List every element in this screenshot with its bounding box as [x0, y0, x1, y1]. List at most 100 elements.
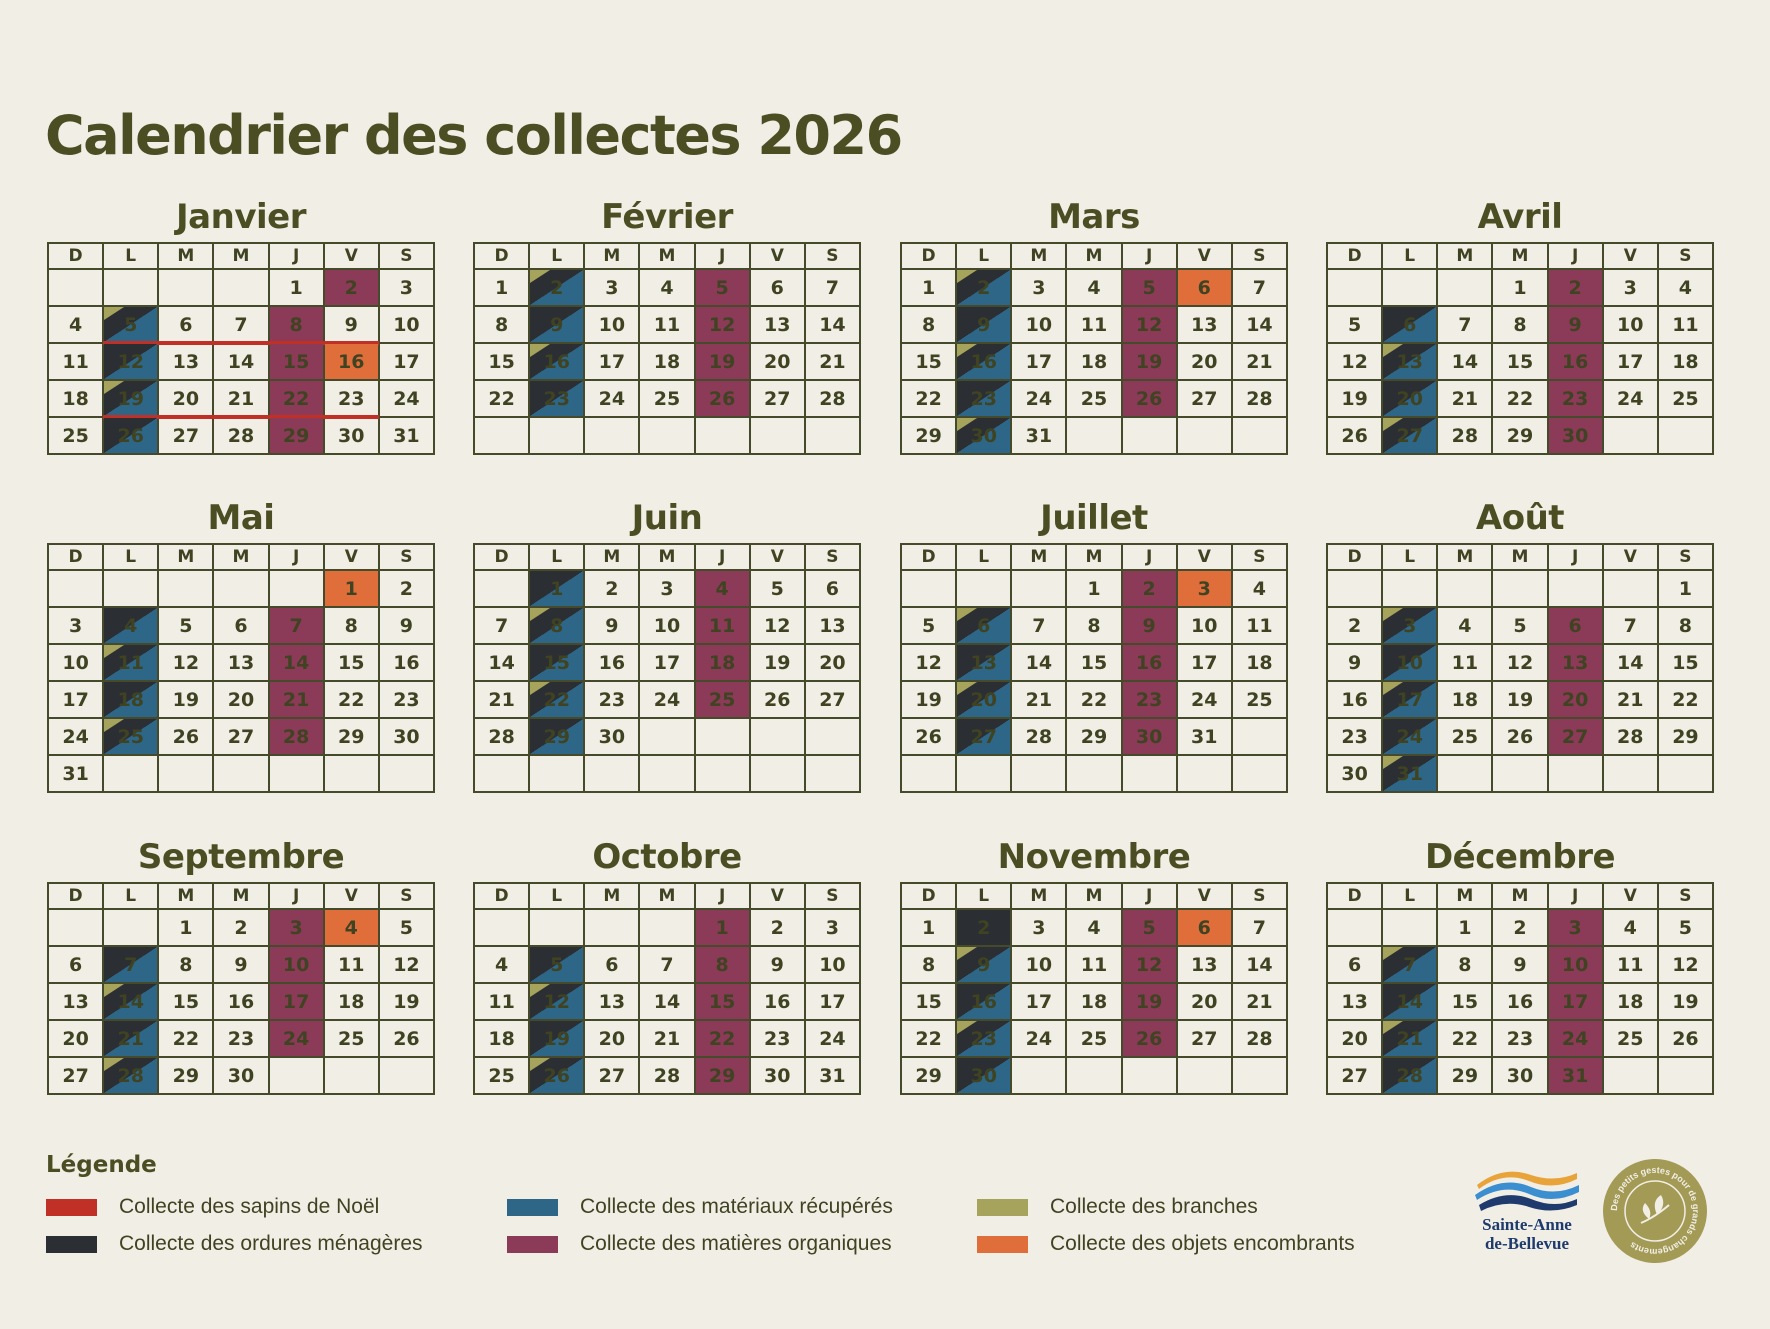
weekday-header: M — [1491, 543, 1549, 571]
weekday-header: S — [803, 543, 862, 571]
day-cell: 14 — [267, 643, 325, 682]
day-cell — [955, 569, 1013, 608]
week-row: 4 5 6 7 8 9 10 — [46, 305, 436, 346]
week-row: 10 11 12 13 14 15 16 — [46, 643, 436, 682]
week-row: 26 27 28 29 30 31 — [899, 717, 1289, 756]
day-cell: 2 — [322, 268, 380, 307]
day-cell: 3 — [46, 606, 105, 645]
day-cell: 23 — [322, 379, 380, 420]
day-cell: 24 — [638, 680, 696, 719]
day-cell: 24 — [267, 1019, 325, 1058]
day-cell: 29 — [899, 416, 958, 455]
day-cell: 17 — [583, 342, 641, 381]
day-cell: 28 — [1601, 717, 1659, 756]
day-cell: 14 — [638, 982, 696, 1021]
day-cell: 10 — [1601, 305, 1659, 344]
month-calendar: Mars D L M M J V S 1 2 3 4 5 6 7 8 9 10 11 12 13 14 15 16 17 18 19… — [899, 196, 1289, 455]
day-cell: 7 — [267, 606, 325, 645]
month-table: D L M M J V S 1 2 3 4 5 6 7 8 9 10 11 12 13 14 15 16 17 18 19 20 21… — [899, 882, 1289, 1095]
weekday-header: D — [472, 543, 531, 571]
weekday-header: S — [803, 242, 862, 270]
weekday-header: L — [1381, 242, 1439, 270]
day-cell: 8 — [693, 945, 751, 984]
day-cell: 16 — [748, 982, 806, 1021]
day-cell: 16 — [1546, 342, 1604, 381]
weekday-header: J — [267, 543, 325, 571]
month-table: D L M M J V S 1 2 3 4 5 6 7 8 9 10 11 12 13 14 15 16 17 18 19 20 21… — [46, 242, 436, 455]
day-cell — [693, 754, 751, 793]
day-cell — [1381, 268, 1439, 307]
day-cell: 30 — [377, 717, 436, 756]
day-cell: 21 — [1230, 982, 1289, 1021]
day-cell: 22 — [528, 680, 586, 719]
month-calendar: Décembre D L M M J V S 1 2 3 4 5 6 7 8 9 10 11 12 13 14 15 16 17… — [1325, 836, 1715, 1095]
day-cell: 27 — [748, 379, 806, 418]
day-cell: 2 — [377, 569, 436, 608]
day-cell: 12 — [1491, 643, 1549, 682]
day-cell — [1601, 754, 1659, 793]
weekday-header: V — [748, 543, 806, 571]
day-cell: 7 — [1230, 268, 1289, 307]
day-cell: 12 — [1120, 945, 1178, 984]
month-table: D L M M J V S 1 2 3 4 5 6 7 8 9 10 11 12 13 14 15 16 17 18 19 20 21… — [472, 543, 862, 793]
month-calendar: Avril D L M M J V S 1 2 3 4 5 6 7 8 9 10 11 12 13 14 15 16 17 18 1… — [1325, 196, 1715, 455]
weekday-header: V — [322, 543, 380, 571]
weekday-header: D — [472, 882, 531, 910]
day-cell: 7 — [472, 606, 531, 645]
day-cell: 30 — [1120, 717, 1178, 756]
day-cell: 22 — [1065, 680, 1123, 719]
day-cell: 17 — [1010, 342, 1068, 381]
day-cell: 28 — [1010, 717, 1068, 756]
week-row: 16 17 18 19 20 21 22 — [1325, 680, 1715, 719]
day-cell: 5 — [528, 945, 586, 984]
day-cell — [955, 754, 1013, 793]
day-cell: 17 — [267, 982, 325, 1021]
day-cell: 25 — [1436, 717, 1494, 756]
week-row: 4 5 6 7 8 9 10 — [472, 945, 862, 984]
day-cell: 29 — [267, 416, 325, 455]
day-cell — [1010, 1056, 1068, 1095]
day-cell — [899, 569, 958, 608]
week-row: 27 28 29 30 31 — [1325, 1056, 1715, 1095]
day-cell: 25 — [322, 1019, 380, 1058]
day-cell: 6 — [583, 945, 641, 984]
day-cell: 29 — [1065, 717, 1123, 756]
day-cell: 8 — [157, 945, 215, 984]
day-cell — [1656, 416, 1715, 455]
day-cell: 10 — [638, 606, 696, 645]
weekday-header: J — [693, 543, 751, 571]
day-cell: 12 — [899, 643, 958, 682]
month-table: D L M M J V S 1 2 3 4 5 6 7 8 9 10 11 12 13 14 15 16 17 18 19 20 21… — [472, 242, 862, 455]
week-row: 5 6 7 8 9 10 11 — [899, 606, 1289, 645]
week-row: 18 19 20 21 22 23 24 — [472, 1019, 862, 1058]
day-cell: 24 — [1175, 680, 1233, 719]
day-cell: 28 — [638, 1056, 696, 1095]
day-cell: 9 — [212, 945, 270, 984]
day-cell: 11 — [1436, 643, 1494, 682]
day-cell — [322, 754, 380, 793]
day-cell: 31 — [46, 754, 105, 793]
weekday-header: M — [583, 882, 641, 910]
day-cell — [1175, 1056, 1233, 1095]
day-cell: 20 — [1546, 680, 1604, 719]
day-cell: 1 — [472, 268, 531, 307]
day-cell: 22 — [1491, 379, 1549, 418]
week-row: 29 30 31 — [899, 416, 1289, 455]
week-row: 6 7 8 9 10 11 12 — [46, 945, 436, 984]
day-cell: 28 — [212, 416, 270, 455]
day-cell: 4 — [322, 908, 380, 947]
day-cell: 27 — [955, 717, 1013, 756]
weekday-header: J — [267, 242, 325, 270]
day-cell: 11 — [1230, 606, 1289, 645]
day-cell: 31 — [803, 1056, 862, 1095]
day-cell: 19 — [1325, 379, 1384, 418]
day-cell — [528, 908, 586, 947]
week-row: 19 20 21 22 23 24 25 — [1325, 379, 1715, 418]
day-cell — [377, 1056, 436, 1095]
day-cell: 15 — [1491, 342, 1549, 381]
day-cell — [803, 754, 862, 793]
day-cell: 10 — [1010, 305, 1068, 344]
day-cell: 25 — [1656, 379, 1715, 418]
weekday-header: L — [528, 543, 586, 571]
day-cell: 8 — [267, 305, 325, 346]
